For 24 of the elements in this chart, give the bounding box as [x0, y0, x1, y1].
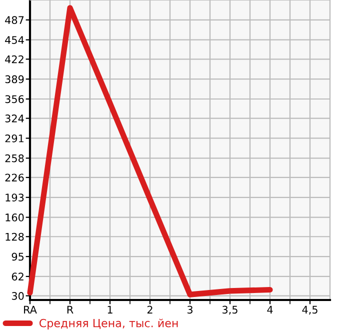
- x-tick-label: R: [67, 306, 74, 314]
- y-tick-label: 62: [12, 272, 24, 281]
- y-tick-label: 454: [5, 36, 24, 44]
- legend-label: Средняя Цена, тыс. йен: [40, 318, 178, 330]
- y-tick-label: 422: [5, 55, 24, 64]
- y-tick-label: 487: [5, 16, 24, 24]
- y-tick-label: 356: [5, 95, 24, 104]
- y-tick-label: 30: [12, 292, 24, 300]
- y-tick-label: 291: [5, 134, 24, 142]
- y-tick-label: 160: [6, 214, 24, 222]
- y-tick-label: 128: [6, 232, 24, 241]
- y-tick-label: 389: [5, 75, 24, 84]
- x-tick-label: 3,5: [222, 306, 238, 315]
- y-tick-label: 226: [5, 174, 24, 182]
- x-tick-label: 4: [267, 306, 273, 314]
- x-tick-label: 1: [108, 306, 112, 314]
- y-tick-label: 95: [12, 252, 24, 261]
- x-tick-label: 4,5: [302, 306, 318, 315]
- y-tick-label: 258: [5, 154, 24, 162]
- y-tick-label: 193: [6, 194, 24, 202]
- y-tick-label: 324: [5, 114, 24, 122]
- x-tick-label: 3: [187, 306, 192, 314]
- x-tick-label: 2: [147, 306, 152, 314]
- x-tick-label: RA: [24, 306, 37, 314]
